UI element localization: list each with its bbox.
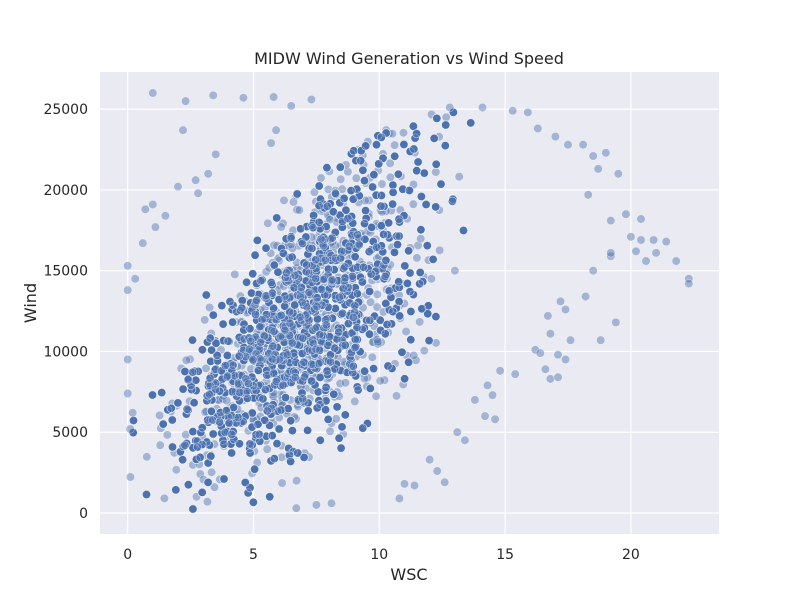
- chart-title: MIDW Wind Generation vs Wind Speed: [254, 49, 564, 68]
- scatter-point: [385, 158, 395, 168]
- scatter-point: [263, 218, 273, 228]
- scatter-point: [155, 410, 165, 420]
- scatter-point: [351, 173, 361, 183]
- scatter-point: [206, 450, 216, 460]
- scatter-point: [368, 337, 378, 347]
- scatter-point: [398, 379, 408, 389]
- scatter-point: [408, 199, 418, 209]
- scatter-point: [210, 482, 220, 492]
- scatter-point: [371, 391, 381, 401]
- scatter-point: [279, 195, 289, 205]
- scatter-point: [350, 396, 360, 406]
- scatter-point: [188, 460, 198, 470]
- scatter-point: [262, 444, 272, 454]
- scatter-point: [205, 302, 215, 312]
- scatter-point: [336, 174, 346, 184]
- scatter-point: [367, 352, 377, 362]
- scatter-point: [162, 430, 172, 440]
- scatter-point: [227, 401, 237, 411]
- scatter-point: [385, 172, 395, 182]
- scatter-point: [171, 465, 181, 475]
- scatter-point: [416, 234, 426, 244]
- scatter-point: [398, 128, 408, 138]
- scatter-point: [324, 373, 334, 383]
- scatter-point: [278, 390, 288, 400]
- scatter-point: [176, 363, 186, 373]
- scatter-point: [275, 390, 285, 400]
- scatter-point: [202, 497, 212, 507]
- scatter-point: [366, 297, 376, 307]
- scatter-point: [269, 240, 279, 250]
- scatter-point: [181, 355, 191, 365]
- scatter-point: [155, 440, 165, 450]
- scatter-point: [325, 426, 335, 436]
- scatter-point: [435, 245, 445, 255]
- scatter-point: [331, 414, 341, 424]
- scatter-point: [264, 263, 274, 273]
- scatter-point: [316, 173, 326, 183]
- scatter-point: [372, 302, 382, 312]
- scatter-point: [185, 354, 195, 364]
- scatter-point: [411, 355, 421, 365]
- scatter-point: [454, 172, 464, 182]
- scatter-point: [200, 315, 210, 325]
- scatter-point: [434, 132, 444, 142]
- scatter-point: [383, 327, 393, 337]
- scatter-point: [391, 391, 401, 401]
- scatter-point: [377, 179, 387, 189]
- scatter-points: [123, 88, 694, 514]
- scatter-point: [125, 472, 135, 482]
- scatter-point: [292, 476, 302, 486]
- scatter-point: [355, 257, 365, 267]
- scatter-point: [309, 187, 319, 197]
- scatter-point: [343, 167, 353, 177]
- scatter-point: [401, 326, 411, 336]
- scatter-point: [277, 452, 287, 462]
- scatter-point: [340, 378, 350, 388]
- scatter-point: [375, 376, 385, 386]
- scatter-point: [395, 205, 405, 215]
- scatter-point: [194, 459, 204, 469]
- scatter-point: [230, 269, 240, 279]
- scatter-point: [399, 279, 409, 289]
- scatter-point: [441, 112, 451, 122]
- scatter-point: [415, 317, 425, 327]
- scatter-point: [361, 178, 371, 188]
- scatter-point: [390, 140, 400, 150]
- scatter-point: [373, 337, 383, 347]
- scatter-point: [276, 222, 286, 232]
- scatter-point: [394, 290, 404, 300]
- scatter-point: [419, 346, 429, 356]
- scatter-point: [363, 226, 373, 236]
- scatter-point: [431, 167, 441, 177]
- scatter-point: [142, 452, 152, 462]
- scatter-point: [354, 197, 364, 207]
- scatter-point: [378, 307, 388, 317]
- scatter-point: [412, 253, 422, 263]
- scatter-point: [423, 255, 433, 265]
- scatter-point: [294, 205, 304, 215]
- scatter-point: [372, 289, 382, 299]
- scatter-point: [426, 274, 436, 284]
- scatter-point: [363, 137, 373, 147]
- y-gridlines: [100, 108, 719, 514]
- scatter-point: [252, 458, 262, 468]
- scatter-point: [317, 273, 327, 283]
- scatter-point: [450, 266, 460, 276]
- scatter-point: [159, 493, 169, 503]
- scatter-point: [277, 478, 287, 488]
- scatter-point: [195, 469, 205, 479]
- scatter-point: [207, 467, 217, 477]
- scatter-point: [172, 401, 182, 411]
